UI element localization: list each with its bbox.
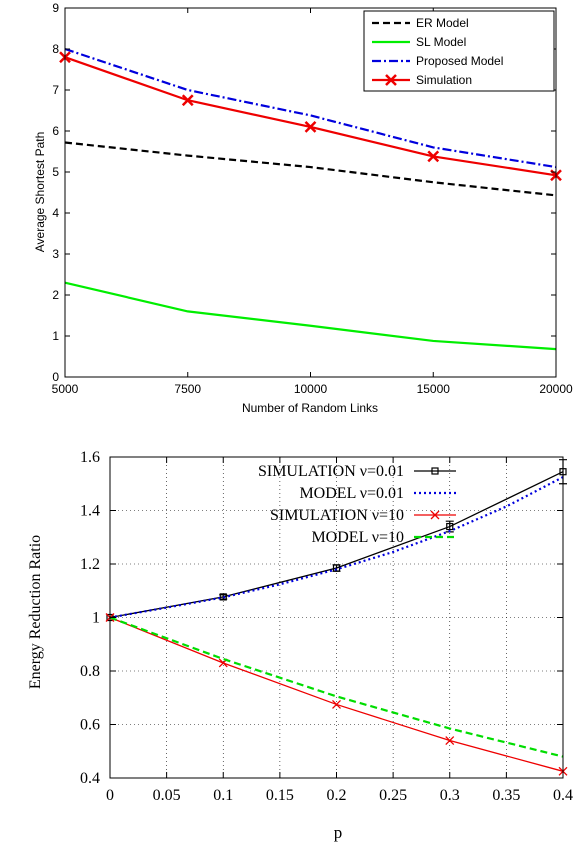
x-tick-label: 10000 (294, 382, 328, 396)
y-tick-label: 0 (52, 370, 59, 384)
x-tick-label: 0.3 (440, 787, 460, 804)
chart-average-shortest-path: 0 1 2 3 4 5 6 7 8 9 5000 7500 10000 15000 20000 ER Mod… (33, 1, 573, 415)
y-tick-label: 4 (52, 206, 59, 220)
y-tick-label: 9 (52, 1, 59, 15)
y-tick-label: 1 (52, 329, 59, 343)
legend-label: Simulation (416, 73, 472, 87)
x-axis-label: Number of Random Links (242, 401, 378, 415)
x-tick-label: 0.05 (153, 787, 181, 804)
y-tick-label: 0.4 (80, 770, 100, 787)
series-line-sl-model (64, 281, 557, 351)
legend-label: MODEL ν=0.01 (299, 485, 404, 502)
legend-marker-simulation-0-01 (431, 467, 439, 475)
y-tick-label: 5 (52, 165, 59, 179)
x-tick-label: 0 (106, 787, 114, 804)
y-tick-label: 3 (52, 247, 59, 261)
y-tick-label: 1.6 (80, 449, 100, 466)
x-tick-label: 20000 (539, 382, 573, 396)
series-line-er-model (64, 141, 557, 197)
legend-label: SIMULATION ν=10 (270, 507, 404, 524)
legend-label: ER Model (416, 16, 469, 30)
y-tick-label: 1.2 (80, 556, 100, 573)
y-tick-label: 1.4 (80, 503, 100, 520)
series-line-proposed-model (64, 47, 557, 169)
legend-marker-simulation-10 (430, 510, 440, 520)
x-tick-label: 0.1 (213, 787, 233, 804)
y-tick-label: 6 (52, 124, 59, 138)
data-point-simulation (304, 121, 317, 133)
x-tick-label: 15000 (417, 382, 451, 396)
series-line-model-0-01 (109, 476, 564, 619)
data-point-simulation-0-01 (446, 522, 454, 531)
data-point-simulation-10 (445, 736, 455, 746)
chart-energy-reduction-ratio: 0.4 0.6 0.8 1 1.2 1.4 1.6 0 0.05 0.1 0.15 0.2 0.25 0.… (27, 449, 573, 842)
legend-label: SIMULATION ν=0.01 (258, 463, 404, 480)
x-tick-label: 0.15 (266, 787, 294, 804)
series-line-simulation-10 (109, 616, 564, 772)
legend-label: Proposed Model (416, 54, 503, 68)
x-tick-label: 0.2 (327, 787, 347, 804)
x-tick-label: 0.35 (492, 787, 520, 804)
data-point-simulation-0-01 (219, 593, 227, 601)
y-axis-label: Energy Reduction Ratio (27, 535, 44, 689)
x-tick-label: 0.4 (553, 787, 573, 804)
data-point-simulation (181, 94, 194, 107)
y-tick-label: 2 (52, 288, 59, 302)
legend-box (363, 10, 555, 92)
y-axis-label: Average Shortest Path (33, 132, 47, 253)
y-tick-label: 1 (92, 610, 100, 627)
y-tick-label: 0.8 (80, 663, 100, 680)
legend-label: MODEL ν=10 (311, 529, 404, 546)
y-tick-label: 7 (52, 83, 59, 97)
x-tick-label: 0.25 (379, 787, 407, 804)
series-line-model-10 (109, 616, 564, 758)
x-tick-label: 5000 (52, 382, 79, 396)
legend-marker-simulation (385, 74, 397, 86)
y-tick-label: 0.6 (80, 717, 100, 734)
x-axis-label: p (334, 823, 343, 842)
data-point-simulation-10 (332, 699, 341, 709)
data-point-simulation (427, 150, 440, 163)
y-tick-label: 8 (52, 42, 59, 56)
x-tick-label: 7500 (174, 382, 201, 396)
legend-label: SL Model (416, 35, 466, 49)
data-point-simulation-0-01 (332, 564, 341, 572)
